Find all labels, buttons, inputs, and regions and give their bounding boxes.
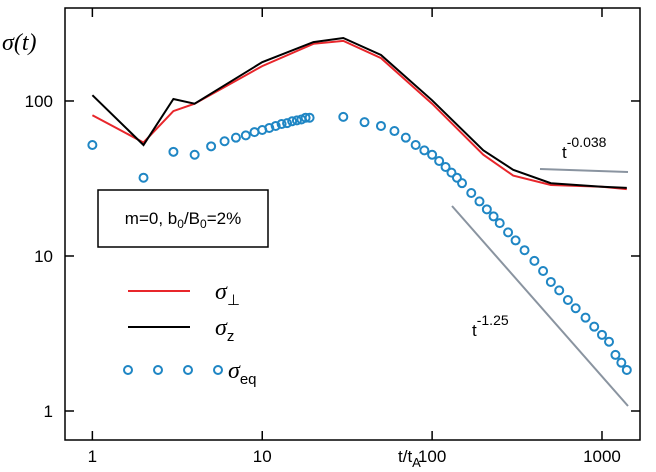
marker [604, 336, 615, 347]
marker [287, 116, 298, 127]
marker [419, 145, 430, 156]
x-axis-label-part: A [412, 455, 421, 470]
marker [87, 140, 98, 151]
marker [270, 120, 281, 131]
marker [488, 211, 499, 222]
marker [529, 255, 540, 266]
x-axis-label: t/tA [398, 447, 421, 470]
x-axis-label-part: t/t [398, 447, 412, 466]
marker [589, 321, 600, 332]
y-tick-label: 100 [25, 92, 53, 111]
marker [446, 167, 457, 178]
annotation: t-1.25 [472, 312, 509, 340]
marker [249, 127, 260, 138]
x-tick-label: 1 [88, 447, 97, 466]
marker [264, 122, 275, 133]
legend-marker [123, 365, 133, 375]
marker [338, 111, 349, 122]
reference-line [539, 168, 629, 173]
info-box-part: m=0, b [125, 209, 177, 228]
marker [276, 119, 287, 130]
info-box-part: 0 [200, 217, 207, 231]
marker [230, 132, 241, 143]
legend-marker [153, 365, 163, 375]
marker [138, 172, 149, 183]
marker [596, 329, 607, 340]
marker [621, 364, 632, 375]
marker [580, 312, 591, 323]
annotation-base: t [562, 143, 567, 162]
marker [206, 141, 217, 152]
marker [570, 303, 581, 314]
annotation: t-0.038 [562, 134, 607, 162]
legend-label: σz [215, 315, 234, 345]
annotation-base: t [472, 321, 477, 340]
marker [519, 245, 530, 256]
marker [282, 118, 293, 129]
plot-frame [64, 7, 641, 441]
marker [300, 112, 311, 123]
marker [389, 126, 400, 137]
marker [219, 136, 230, 147]
info-box [97, 189, 269, 248]
marker [291, 115, 302, 126]
marker [616, 357, 627, 368]
marker [494, 218, 505, 229]
y-tick-label: 10 [34, 247, 53, 266]
marker [503, 227, 514, 238]
marker [240, 130, 251, 141]
marker [189, 149, 200, 160]
marker [427, 149, 438, 160]
series-line [91, 36, 627, 189]
marker [466, 187, 477, 198]
annotation-exponent: -0.038 [567, 134, 607, 150]
marker [451, 172, 462, 183]
marker [554, 285, 565, 296]
marker [375, 120, 386, 131]
marker [440, 162, 451, 173]
marker [562, 295, 573, 306]
marker [610, 349, 621, 360]
marker [400, 132, 411, 143]
marker [481, 204, 492, 215]
marker [359, 117, 370, 128]
info-box-text: m=0, b0/B0=2% [125, 209, 241, 231]
marker [474, 196, 485, 207]
marker [410, 140, 421, 151]
marker [510, 235, 521, 246]
info-box-part: =2% [207, 209, 242, 228]
annotation-exponent: -1.25 [477, 312, 509, 328]
legend-label: σeq [228, 358, 257, 388]
marker [168, 146, 179, 157]
marker [545, 276, 556, 287]
x-tick-label: 100 [418, 447, 446, 466]
x-tick-label: 10 [253, 447, 272, 466]
legend-marker [183, 365, 193, 375]
marker [538, 266, 549, 277]
reference-line [451, 205, 629, 407]
x-tick-label: 1000 [583, 447, 621, 466]
marker [304, 112, 315, 123]
info-box-part: 0 [177, 217, 184, 231]
y-tick-label: 1 [44, 402, 53, 421]
marker [434, 156, 445, 167]
marker [457, 178, 468, 189]
info-box-part: /B [184, 209, 200, 228]
legend-marker [213, 365, 223, 375]
legend-label: σ⊥ [215, 279, 240, 309]
series-line [91, 39, 627, 191]
y-axis-label: σ(t) [2, 30, 37, 56]
